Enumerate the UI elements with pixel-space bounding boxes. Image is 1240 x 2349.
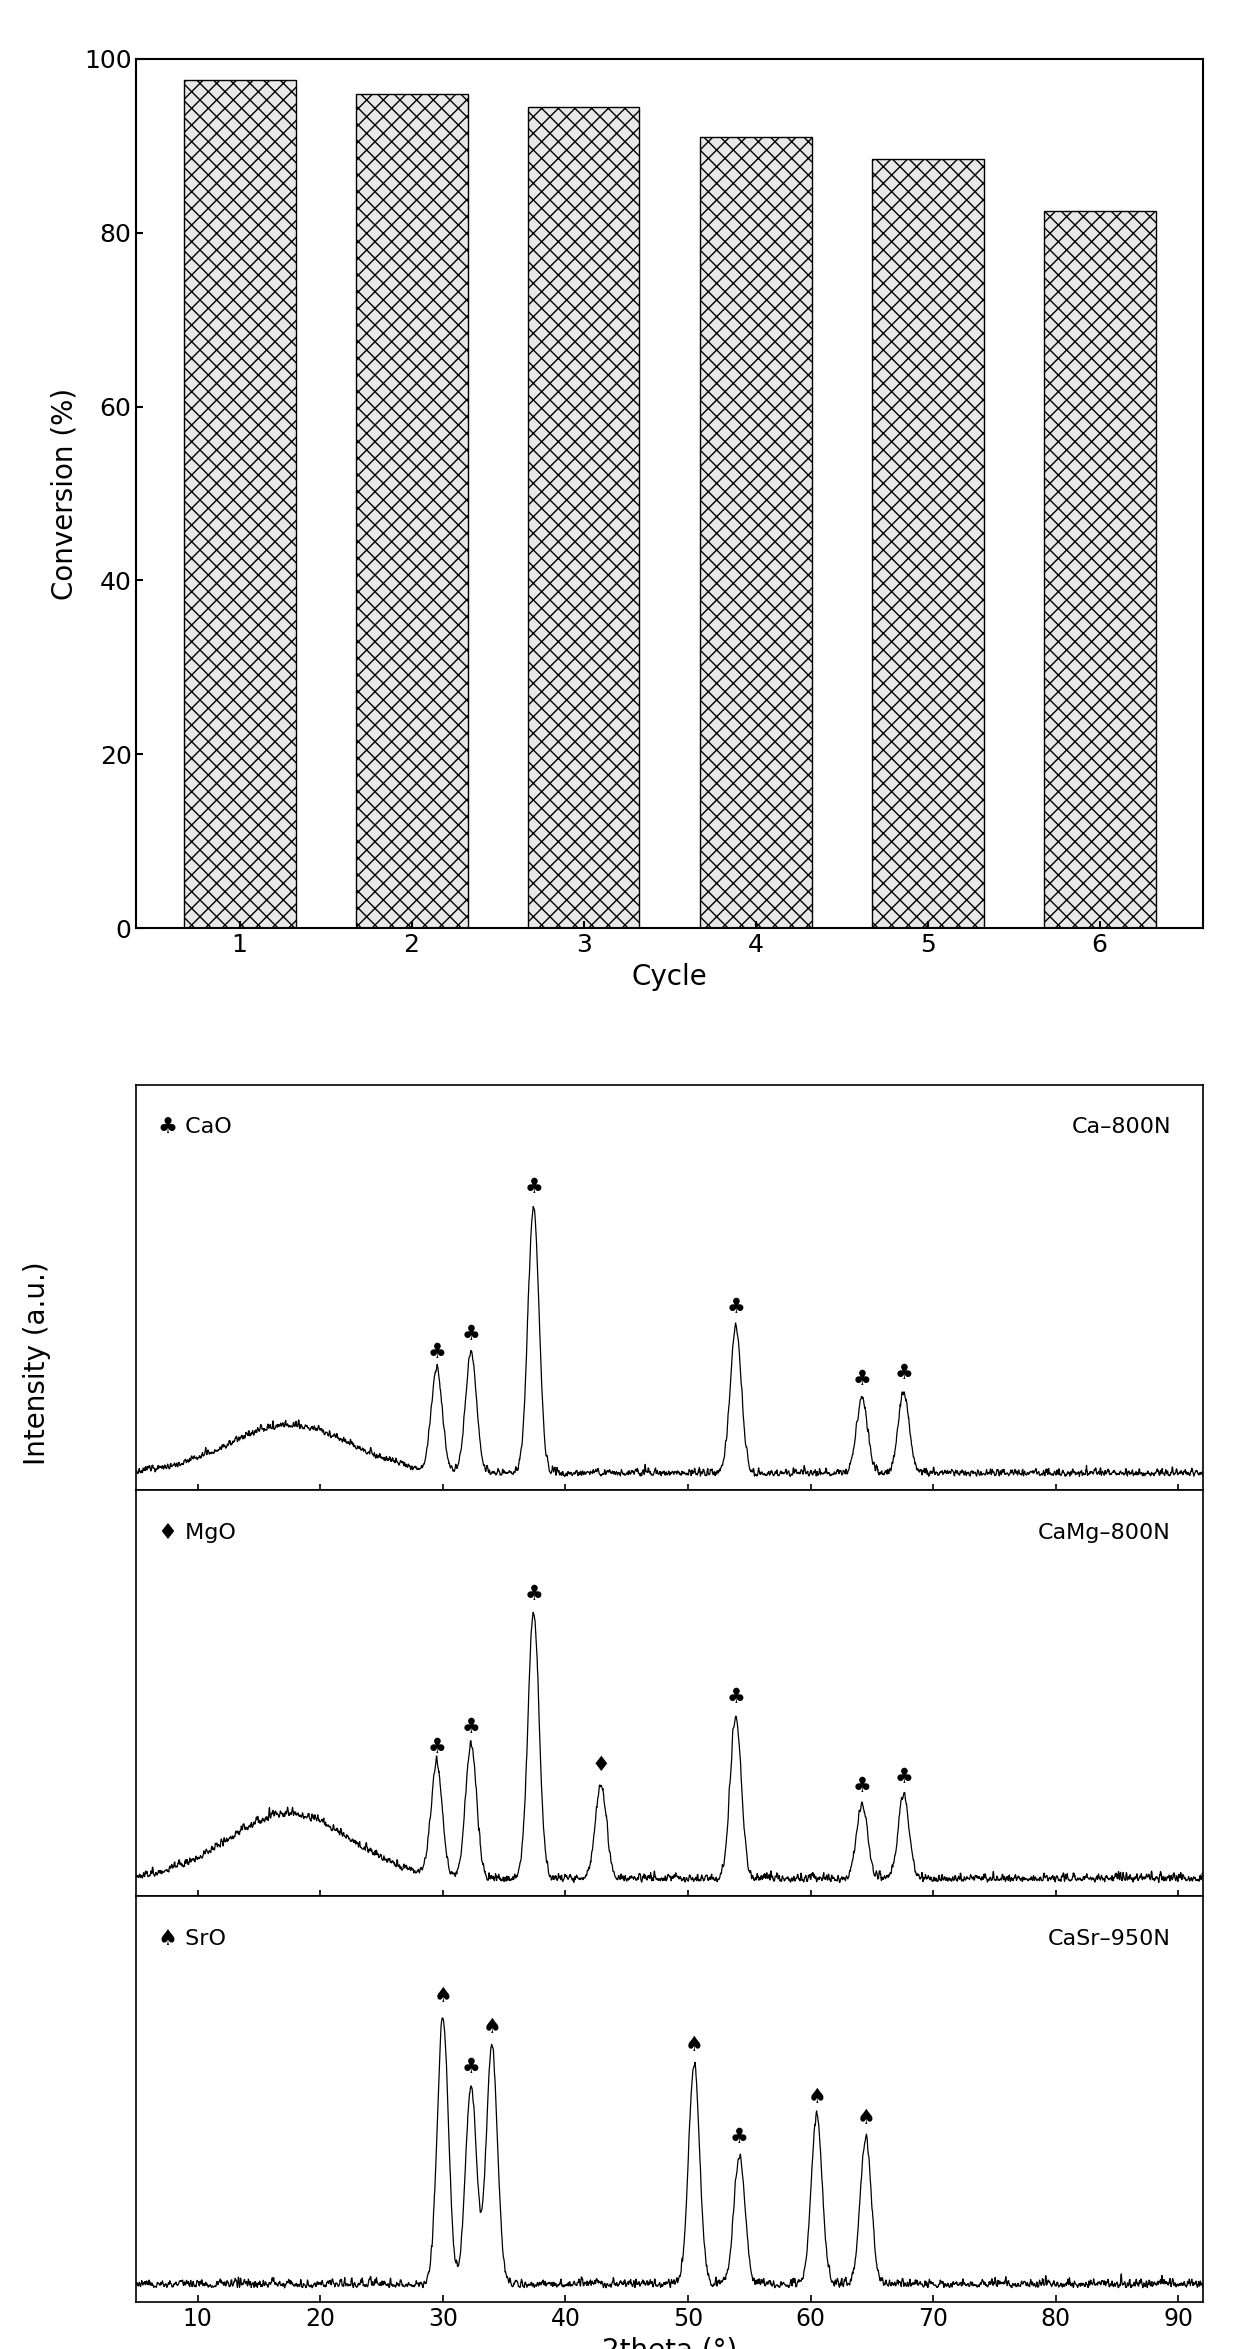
Text: ♣: ♣ <box>853 1776 872 1795</box>
Text: ♦ MgO: ♦ MgO <box>157 1522 236 1543</box>
Text: ♠: ♠ <box>434 1987 453 2006</box>
Text: ♣ CaO: ♣ CaO <box>157 1118 232 1137</box>
Bar <box>699 136 811 928</box>
Text: ♣: ♣ <box>461 2058 480 2077</box>
Text: ♣: ♣ <box>853 1369 872 1388</box>
Text: Ca–800N: Ca–800N <box>1071 1118 1171 1137</box>
Text: CaSr–950N: CaSr–950N <box>1048 1929 1171 1950</box>
Text: ♠: ♠ <box>857 2109 875 2128</box>
X-axis label: Cycle: Cycle <box>631 963 708 991</box>
Text: ♣: ♣ <box>730 2126 749 2147</box>
Text: ♠: ♠ <box>684 2034 703 2055</box>
Y-axis label: Conversion (%): Conversion (%) <box>51 388 78 599</box>
Bar <box>1044 211 1156 928</box>
Text: ♠: ♠ <box>482 2018 501 2037</box>
Text: ♠ SrO: ♠ SrO <box>157 1929 226 1950</box>
Text: ♣: ♣ <box>525 1177 543 1198</box>
Text: Intensity (a.u.): Intensity (a.u.) <box>24 1261 51 1466</box>
Bar <box>356 94 467 928</box>
Text: ♣: ♣ <box>428 1738 446 1757</box>
Text: ♣: ♣ <box>894 1766 913 1788</box>
Bar <box>184 80 295 928</box>
Text: ♠: ♠ <box>807 2086 826 2107</box>
Text: ♣: ♣ <box>894 1362 913 1384</box>
Bar <box>872 160 983 928</box>
Bar <box>528 106 640 928</box>
Text: ♣: ♣ <box>727 1297 745 1318</box>
Text: ♦: ♦ <box>591 1755 610 1776</box>
Text: CaMg–800N: CaMg–800N <box>1038 1522 1171 1543</box>
Text: ♣: ♣ <box>461 1717 480 1736</box>
X-axis label: 2theta (°): 2theta (°) <box>601 2337 738 2349</box>
Text: ♣: ♣ <box>428 1341 446 1362</box>
Text: ♣: ♣ <box>461 1322 480 1344</box>
Text: ♣: ♣ <box>727 1687 745 1708</box>
Text: ♣: ♣ <box>525 1583 543 1604</box>
